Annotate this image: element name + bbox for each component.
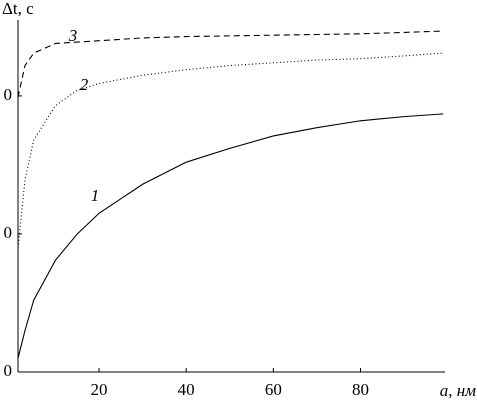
series-label: 1 bbox=[91, 186, 100, 205]
line bbox=[17, 113, 444, 359]
y-axis-label: Δt, с bbox=[2, 0, 34, 18]
series-label: 3 bbox=[68, 26, 78, 45]
y-tick-label: 0 bbox=[4, 223, 13, 242]
x-tick-label: 60 bbox=[265, 380, 282, 399]
x-tick-label: 40 bbox=[178, 380, 195, 399]
series-label: 2 bbox=[80, 75, 89, 94]
x-tick-label: 20 bbox=[91, 380, 108, 399]
x-tick-label: 80 bbox=[352, 380, 369, 399]
x-axis-label: a, нм bbox=[440, 381, 476, 400]
line bbox=[17, 30, 444, 98]
line bbox=[17, 52, 444, 248]
y-tick-label: 0 bbox=[4, 361, 13, 380]
y-tick-label: 0 bbox=[4, 85, 13, 104]
